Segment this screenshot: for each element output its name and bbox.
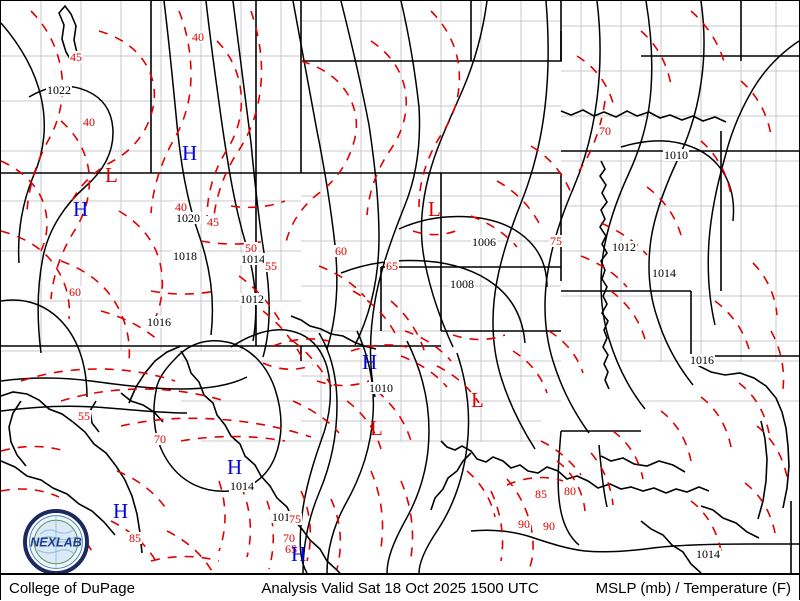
temperature-label: 45 <box>206 215 220 229</box>
isobar-label: 1006 <box>471 235 497 249</box>
pressure-center-high: H <box>291 542 307 566</box>
footer-source: College of DuPage <box>9 579 135 597</box>
temperature-label: 90 <box>542 519 556 533</box>
isobar-label: 1010 <box>368 381 394 395</box>
temperature-label: 70 <box>282 531 296 545</box>
nexlab-logo-text: NEXLAB <box>30 536 82 550</box>
temperature-label: 55 <box>264 259 278 273</box>
isobar-label: 1008 <box>449 277 475 291</box>
temperature-label: 65 <box>385 259 399 273</box>
isobar-label: 1018 <box>172 249 198 263</box>
temperature-label: 40 <box>174 200 188 214</box>
footer-product: MSLP (mb) / Temperature (F) <box>595 579 791 597</box>
isobar-label: 1010 <box>663 148 689 162</box>
temperature-label: 50 <box>244 241 258 255</box>
pressure-center-low: L <box>471 388 484 412</box>
isobar-label: 1022 <box>46 83 72 97</box>
isobar-label: 1012 <box>611 240 637 254</box>
temperature-label: 55 <box>77 409 91 423</box>
temperature-label: 45 <box>69 50 83 64</box>
pressure-center-low: L <box>428 197 441 221</box>
temperature-label: 70 <box>598 124 612 138</box>
map-canvas <box>1 1 799 573</box>
temperature-label: 65 <box>284 542 298 556</box>
temperature-label: 80 <box>563 484 577 498</box>
nexlab-logo: NEXLAB <box>23 509 89 573</box>
isobar-label: 1014 <box>229 479 255 493</box>
isobar-label: 1012 <box>239 292 265 306</box>
temperature-label: 85 <box>128 531 142 545</box>
temperature-label: 60 <box>68 285 82 299</box>
pressure-center-high: H <box>73 197 89 221</box>
county-lines <box>1 1 799 442</box>
pressure-center-low: L <box>105 163 118 187</box>
temperature-label: 70 <box>153 432 167 446</box>
footer-valid-time: Analysis Valid Sat 18 Oct 2025 1500 UTC <box>261 579 539 597</box>
temperature-label: 60 <box>334 244 348 258</box>
pressure-center-high: H <box>227 455 243 479</box>
isobar-label: 1016 <box>146 315 172 329</box>
pressure-center-low: L <box>370 416 383 440</box>
footer-bar: College of DuPage Analysis Valid Sat 18 … <box>1 573 799 601</box>
isobar-label: 1020 <box>175 211 201 225</box>
isobar-label: 1016 <box>689 353 715 367</box>
pressure-center-high: H <box>113 499 129 523</box>
isobar-label: 1014 <box>651 266 677 280</box>
temperature-label: 75 <box>288 512 302 526</box>
isobar-label: 1014 <box>240 252 266 266</box>
temperature-label: 40 <box>82 115 96 129</box>
temperature-label: 75 <box>549 234 563 248</box>
temperature-label: 40 <box>191 30 205 44</box>
pressure-center-high: H <box>182 141 198 165</box>
temperature-label: 90 <box>517 517 531 531</box>
temperature-label: 85 <box>534 487 548 501</box>
map-area[interactable]: 1022 1020 1018 1016 1014 1012 1006 1008 … <box>1 1 799 573</box>
temperature-contours <box>1 10 788 573</box>
pressure-center-high: H <box>362 350 378 374</box>
isobar-label: 1014 <box>695 547 721 561</box>
